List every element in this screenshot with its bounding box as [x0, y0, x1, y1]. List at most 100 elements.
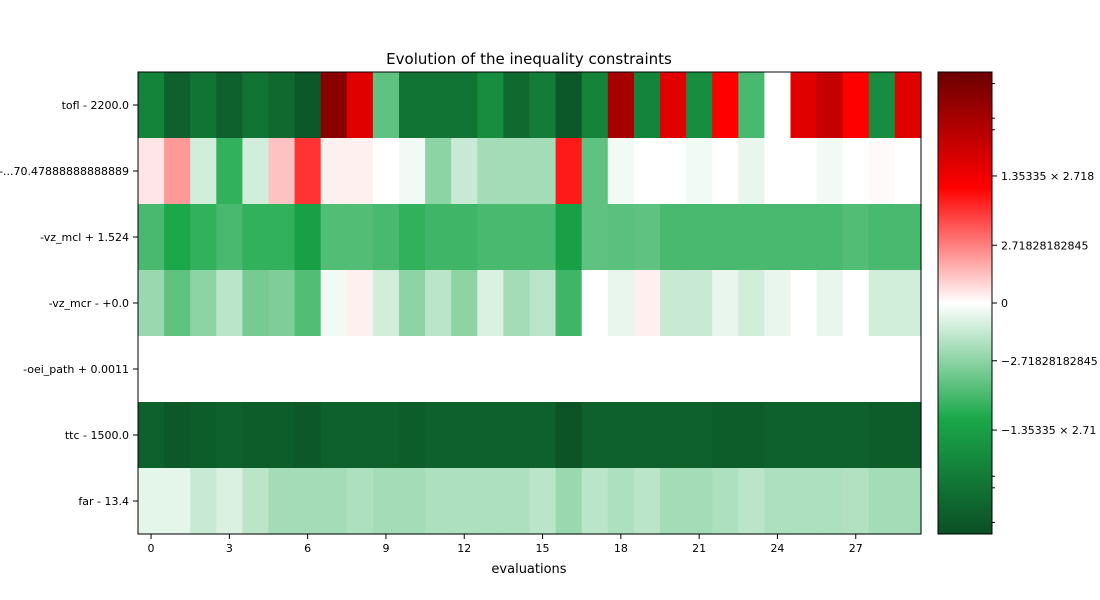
heatmap-cell	[660, 204, 687, 271]
x-tick-label: 9	[382, 542, 389, 555]
heatmap-cell	[451, 138, 478, 205]
heatmap-cell	[268, 72, 296, 139]
heatmap-cell	[686, 72, 713, 139]
x-tick-label: 12	[457, 542, 471, 555]
colorbar-tick-label: 1.35335 × 2.718	[1001, 170, 1094, 183]
heatmap-cell	[555, 336, 583, 403]
heatmap-cell	[712, 270, 739, 337]
heatmap-cell	[242, 204, 270, 271]
heatmap-cell	[790, 204, 818, 271]
heatmap-cell	[138, 138, 165, 205]
heatmap-cell	[660, 336, 687, 403]
heatmap-cell	[764, 402, 792, 469]
heatmap-cell	[738, 468, 765, 535]
heatmap-cell	[894, 468, 922, 535]
heatmap-cell	[764, 204, 792, 271]
heatmap-cell	[242, 270, 270, 337]
heatmap-cell	[894, 204, 922, 271]
heatmap-cell	[581, 138, 609, 205]
x-tick-label: 3	[226, 542, 233, 555]
heatmap-cell	[268, 270, 296, 337]
heatmap-cell	[242, 468, 270, 535]
heatmap-cell	[138, 468, 165, 535]
heatmap-cell	[607, 204, 635, 271]
heatmap-cell	[503, 72, 531, 139]
heatmap-cell	[138, 402, 165, 469]
heatmap-cell	[451, 72, 478, 139]
heatmap-cell	[190, 270, 217, 337]
heatmap-cell	[842, 138, 870, 205]
heatmap-cell	[633, 204, 661, 271]
heatmap-cell	[477, 336, 504, 403]
heatmap-cell	[372, 72, 400, 139]
heatmap-cell	[346, 138, 374, 205]
heatmap-cell	[138, 204, 165, 271]
heatmap-cell	[607, 270, 635, 337]
heatmap-cell	[790, 468, 818, 535]
heatmap-cell	[894, 402, 922, 469]
heatmap-cell	[164, 204, 191, 271]
heatmap-cell	[712, 72, 739, 139]
heatmap-cell	[425, 336, 452, 403]
heatmap-cell	[712, 204, 739, 271]
heatmap-cell	[529, 336, 557, 403]
heatmap-cell	[842, 336, 870, 403]
heatmap-cell	[790, 138, 818, 205]
heatmap-cell	[372, 402, 400, 469]
x-tick-label: 18	[614, 542, 628, 555]
heatmap-cell	[633, 402, 661, 469]
heatmap-cell	[372, 138, 400, 205]
heatmap-cell	[242, 72, 270, 139]
heatmap-cell	[477, 138, 504, 205]
heatmap-cell	[294, 72, 322, 139]
colorbar-tick-label: 0	[1001, 297, 1008, 310]
heatmap-cell	[764, 468, 792, 535]
heatmap-cell	[242, 336, 270, 403]
heatmap-cell	[294, 138, 322, 205]
heatmap-cell	[660, 138, 687, 205]
heatmap-cell	[477, 270, 504, 337]
heatmap-cell	[868, 270, 896, 337]
heatmap-cell	[894, 72, 922, 139]
x-tick-label: 24	[770, 542, 784, 555]
heatmap-cell	[633, 270, 661, 337]
heatmap-cell	[712, 468, 739, 535]
heatmap-cell	[399, 468, 426, 535]
heatmap-cell	[346, 270, 374, 337]
heatmap-cell	[399, 402, 426, 469]
heatmap-cell	[581, 204, 609, 271]
heatmap-cell	[868, 138, 896, 205]
heatmap-cell	[607, 336, 635, 403]
x-axis: 0 3 6 9 12 15 18 21 24 27	[148, 534, 863, 555]
y-tick-label: ttc - 1500.0	[65, 429, 129, 442]
heatmap-cell	[346, 204, 374, 271]
heatmap-cell	[686, 336, 713, 403]
heatmap-cell	[138, 72, 165, 139]
heatmap-cell	[294, 336, 322, 403]
colorbar-tick-label: −1.35335 × 2.71	[1001, 424, 1096, 437]
heatmap-cell	[738, 204, 765, 271]
heatmap-cell	[712, 138, 739, 205]
heatmap-cell	[164, 72, 191, 139]
heatmap-cell	[503, 402, 531, 469]
heatmap-cell	[190, 204, 217, 271]
heatmap-cell	[581, 402, 609, 469]
heatmap-cell	[581, 72, 609, 139]
heatmap-cell	[660, 402, 687, 469]
heatmap-cell	[268, 468, 296, 535]
heatmap-cell	[842, 204, 870, 271]
heatmap-cell	[477, 204, 504, 271]
heatmap-cell	[529, 468, 557, 535]
heatmap-cell	[216, 402, 243, 469]
heatmap-cell	[790, 336, 818, 403]
colorbar	[937, 71, 993, 535]
heatmap-cell	[686, 468, 713, 535]
heatmap-cell	[190, 72, 217, 139]
heatmap-cell	[164, 468, 191, 535]
heatmap-cell	[216, 468, 243, 535]
heatmap-cell	[216, 72, 243, 139]
heatmap-cell	[268, 138, 296, 205]
heatmap-cell	[529, 138, 557, 205]
heatmap-cell	[816, 270, 844, 337]
